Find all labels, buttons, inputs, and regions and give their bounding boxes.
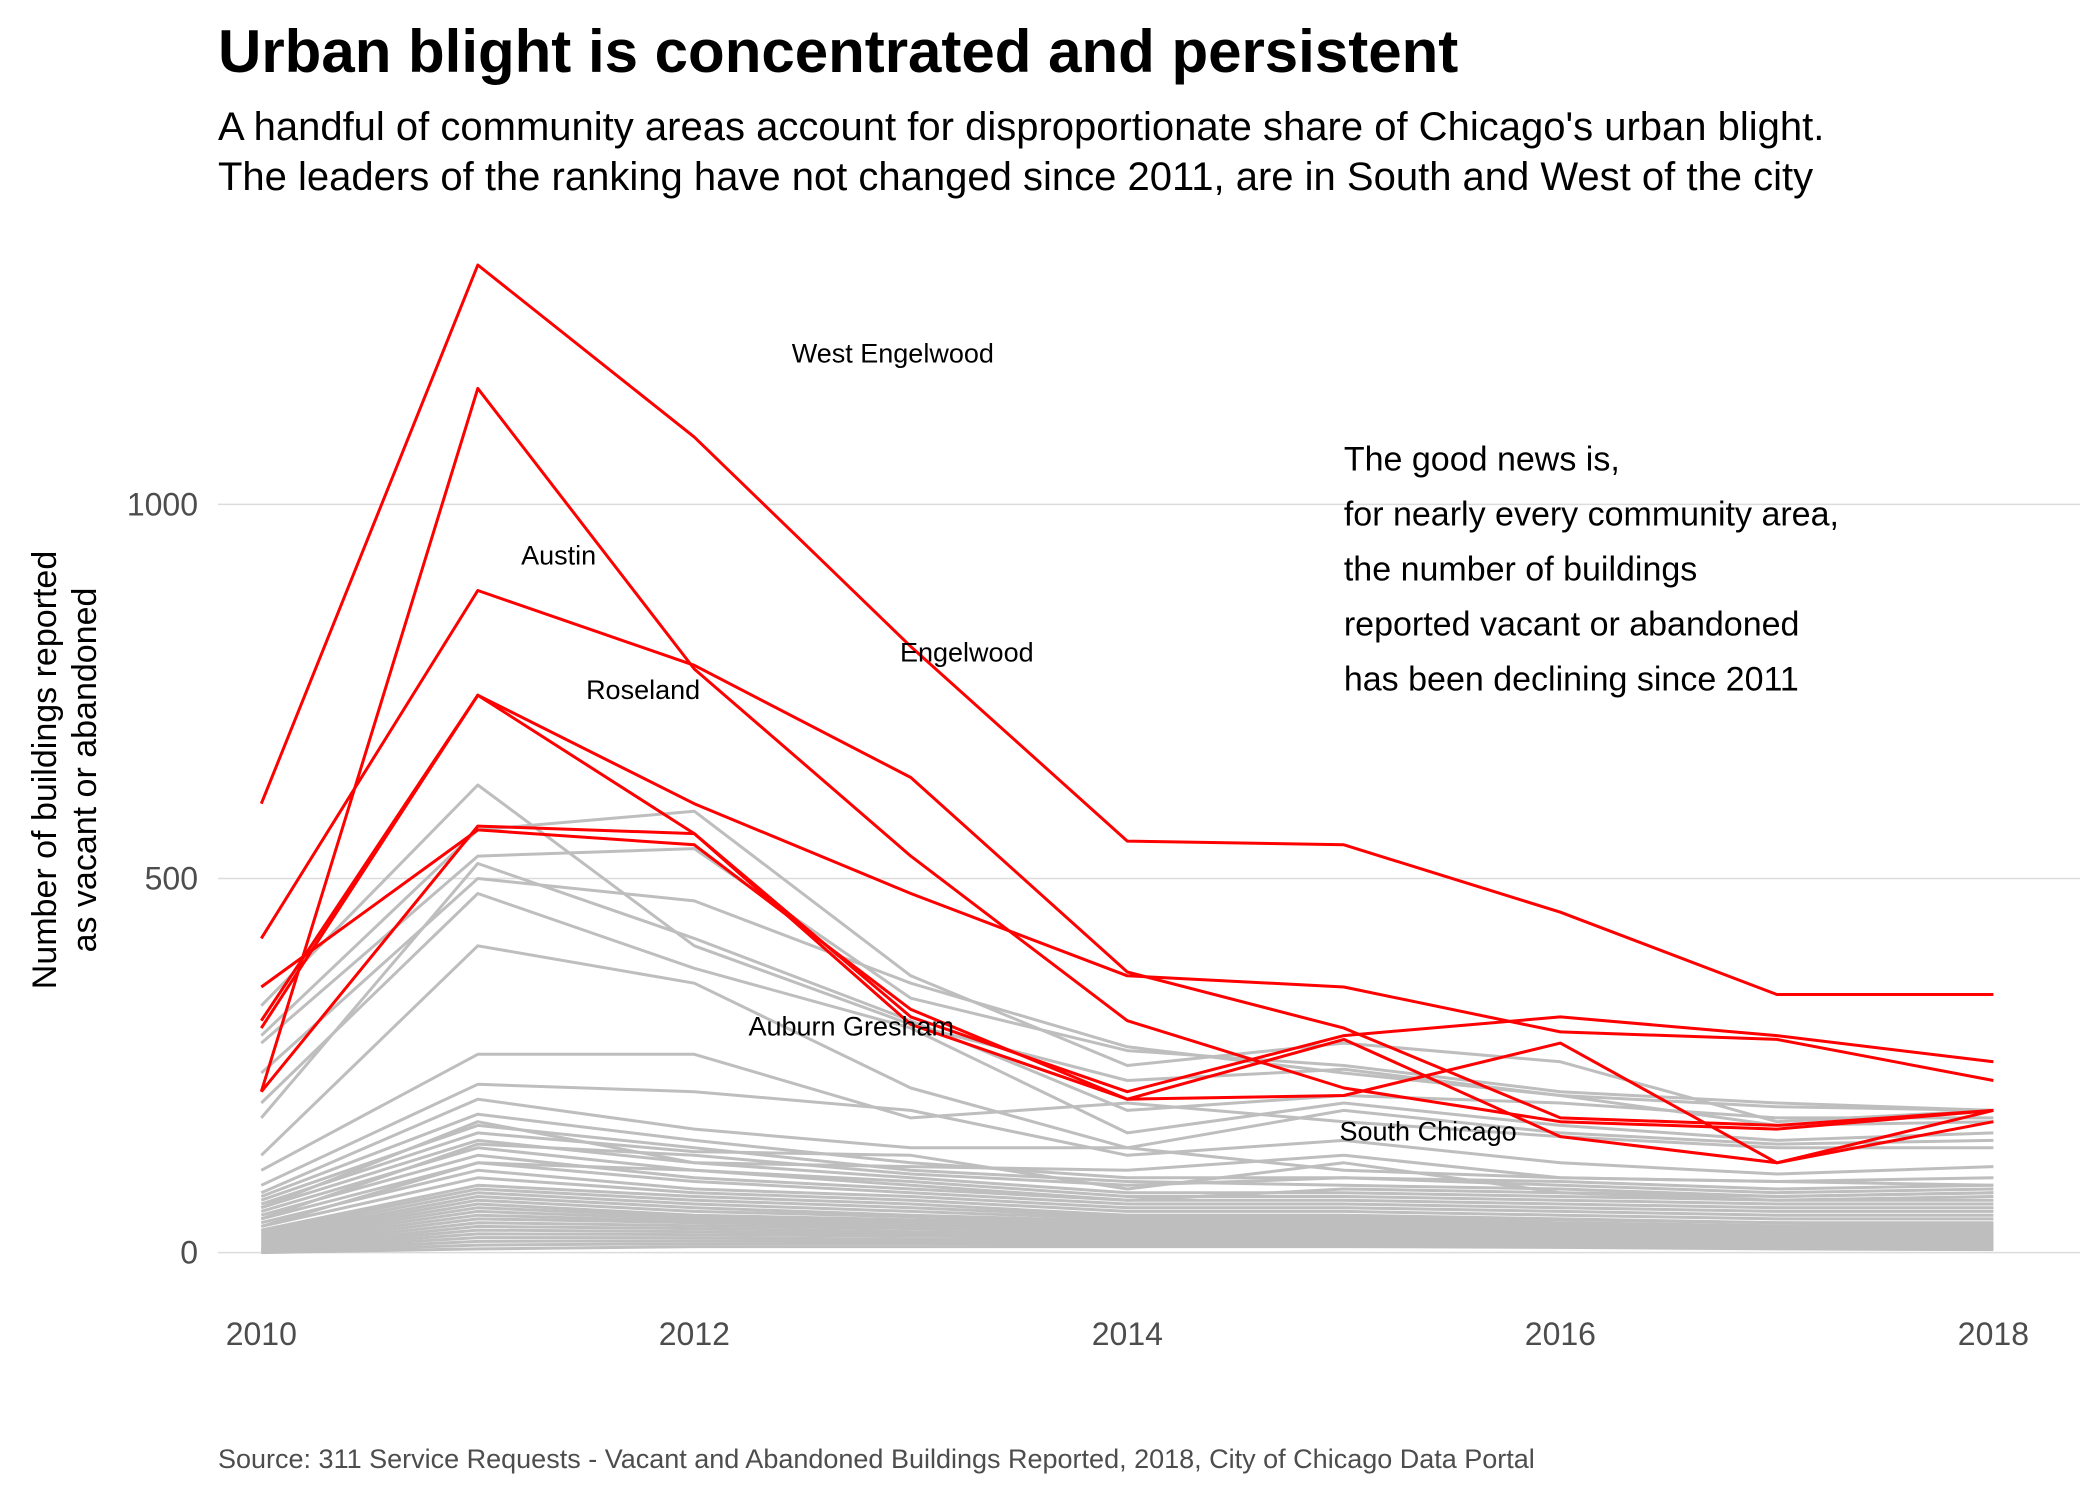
series-label-2: Engelwood (900, 638, 1034, 668)
background-series-line-1 (260, 809, 1994, 1124)
annotation-line-0: The good news is, (1344, 441, 1620, 479)
highlight-series-line-1 (259, 386, 1994, 1131)
background-series-line-39 (260, 1161, 1994, 1228)
background-series-line-14 (260, 1146, 1994, 1213)
series-label-4: Auburn Gresham (748, 1012, 954, 1042)
chart-caption: Source: 311 Service Requests - Vacant an… (218, 1444, 1535, 1474)
y-axis-ticks: 0 500 1000 (127, 486, 198, 1270)
highlight-series-line-4 (260, 693, 1994, 1094)
y-axis-title-line-2: as vacant or abandoned (66, 588, 104, 953)
background-series-line-18 (260, 1176, 1994, 1228)
background-series-line-36 (261, 1245, 1994, 1255)
background-series-line-32 (261, 1232, 1994, 1252)
y-tick-label-1: 500 (145, 861, 198, 897)
background-series-line-4 (260, 892, 1994, 1142)
annotation-line-4: has been declining since 2011 (1344, 661, 1799, 699)
background-series-line-8 (260, 1082, 1994, 1187)
chart-subtitle-line-1: A handful of community areas account for… (218, 105, 1824, 149)
annotation-line-3: reported vacant or abandoned (1344, 606, 1800, 644)
annotation-note: The good news is, for nearly every commun… (1344, 441, 1839, 699)
x-tick-label-4: 2018 (1958, 1316, 2029, 1352)
chart-subtitle-line-2: The leaders of the ranking have not chan… (218, 155, 1813, 199)
background-series-line-35 (261, 1242, 1994, 1254)
background-series-line-10 (260, 1112, 1994, 1198)
y-tick-label-2: 1000 (127, 486, 198, 522)
background-series-line-33 (261, 1236, 1994, 1252)
series-label-3: Roseland (586, 675, 700, 705)
grid (218, 503, 2080, 1254)
y-axis-title-line-1: Number of buildings reported (26, 551, 64, 989)
background-series-line-38 (260, 1142, 1994, 1221)
series-labels: West Engelwood Austin Engelwood Roseland Aub… (521, 338, 1517, 1146)
x-tick-label-3: 2016 (1525, 1316, 1596, 1352)
annotation-line-2: the number of buildings (1344, 551, 1697, 589)
highlight-series-line-3 (260, 693, 1994, 1082)
background-series-line-5 (260, 862, 1994, 1120)
x-axis-ticks: 2010 2012 2014 2016 2018 (226, 1316, 2029, 1352)
highlight-series-line-0 (259, 263, 1994, 996)
background-series-line-20 (261, 1187, 1994, 1234)
highlighted-series (259, 263, 1994, 1165)
background-series-line-0 (260, 783, 1994, 1127)
background-series-line-7 (260, 1052, 1994, 1172)
chart-title: Urban blight is concentrated and persist… (218, 18, 1458, 85)
annotation-line-1: for nearly every community area, (1344, 496, 1839, 534)
y-tick-label-0: 0 (180, 1235, 198, 1271)
background-series-line-37 (260, 1120, 1994, 1210)
series-label-5: South Chicago (1340, 1116, 1517, 1146)
background-series-line-2 (260, 847, 1994, 1112)
highlight-series-line-5 (260, 824, 1994, 1165)
highlight-series-line-6 (260, 828, 1994, 1165)
series-label-0: West Engelwood (792, 338, 994, 368)
background-series (260, 783, 1994, 1255)
background-series-line-17 (260, 1168, 1994, 1225)
background-series-line-3 (260, 877, 1994, 1112)
x-tick-label-1: 2012 (659, 1316, 730, 1352)
series-label-1: Austin (521, 540, 596, 570)
x-tick-label-2: 2014 (1092, 1316, 1163, 1352)
x-tick-label-0: 2010 (226, 1316, 297, 1352)
background-series-line-16 (260, 1161, 1994, 1221)
